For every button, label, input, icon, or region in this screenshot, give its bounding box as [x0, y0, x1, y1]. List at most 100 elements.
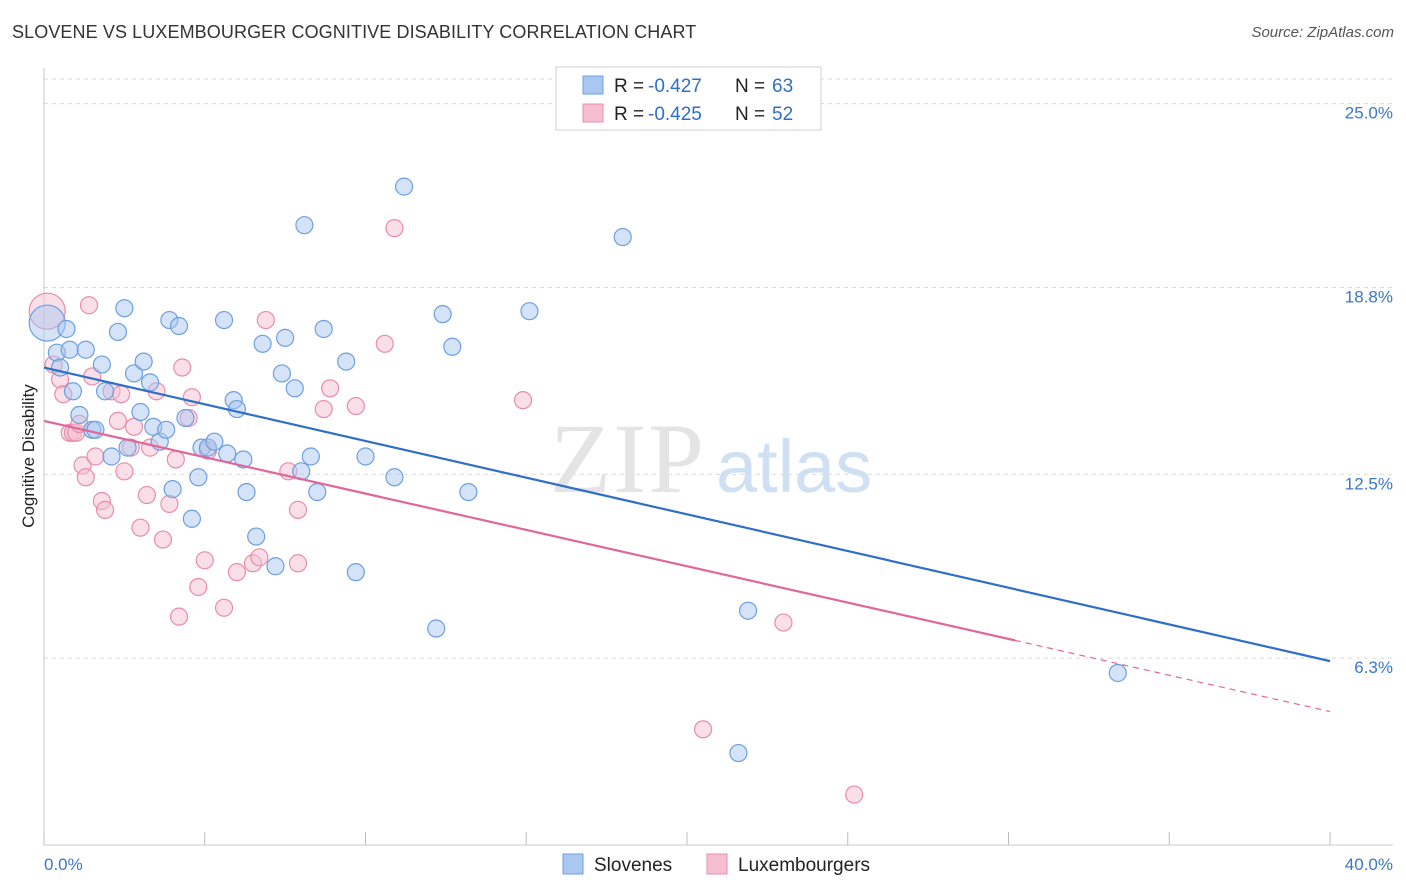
- y-axis-label: Cognitive Disability: [19, 384, 38, 528]
- point-luxembourgers[interactable]: [115, 462, 134, 481]
- point-luxembourgers[interactable]: [321, 379, 340, 398]
- y-tick-label: 25.0%: [1345, 104, 1393, 123]
- point-slovenes[interactable]: [253, 334, 272, 353]
- point-slovenes[interactable]: [108, 322, 128, 342]
- point-slovenes[interactable]: [86, 420, 105, 439]
- point-luxembourgers[interactable]: [693, 720, 713, 739]
- point-slovenes[interactable]: [60, 340, 79, 359]
- point-slovenes[interactable]: [385, 468, 404, 487]
- point-slovenes[interactable]: [520, 302, 539, 321]
- point-slovenes[interactable]: [76, 340, 95, 359]
- point-slovenes[interactable]: [247, 527, 266, 546]
- point-luxembourgers[interactable]: [79, 296, 99, 315]
- point-slovenes[interactable]: [237, 482, 256, 502]
- point-luxembourgers[interactable]: [112, 385, 131, 404]
- point-slovenes[interactable]: [157, 420, 176, 439]
- trend-lines: [43, 366, 1331, 713]
- point-luxembourgers[interactable]: [288, 554, 308, 573]
- point-luxembourgers[interactable]: [256, 310, 275, 330]
- point-luxembourgers[interactable]: [314, 399, 333, 419]
- point-slovenes[interactable]: [124, 364, 144, 383]
- series-legend-label-luxembourgers[interactable]: Luxembourgers: [738, 855, 870, 876]
- point-luxembourgers[interactable]: [513, 391, 533, 410]
- point-luxembourgers[interactable]: [153, 530, 173, 549]
- point-luxembourgers[interactable]: [346, 396, 365, 416]
- point-slovenes[interactable]: [427, 619, 446, 638]
- point-slovenes[interactable]: [169, 316, 189, 336]
- series-legend-label-slovenes[interactable]: Slovenes: [594, 855, 672, 876]
- point-slovenes[interactable]: [92, 355, 111, 374]
- y-axis-tick-labels: 6.3% 12.5% 18.8% 25.0%: [1345, 104, 1393, 678]
- point-slovenes[interactable]: [57, 319, 76, 339]
- point-slovenes[interactable]: [314, 319, 333, 339]
- point-luxembourgers[interactable]: [845, 785, 864, 804]
- point-slovenes[interactable]: [433, 305, 452, 324]
- point-luxembourgers[interactable]: [250, 548, 269, 567]
- point-luxembourgers[interactable]: [288, 500, 308, 519]
- point-slovenes[interactable]: [295, 216, 314, 235]
- point-luxembourgers[interactable]: [137, 485, 156, 505]
- point-luxembourgers[interactable]: [108, 411, 128, 431]
- point-luxembourgers[interactable]: [227, 563, 246, 582]
- point-slovenes[interactable]: [266, 557, 285, 576]
- stats-legend-r-value-luxembourgers: -0.425: [648, 104, 702, 125]
- point-slovenes[interactable]: [70, 405, 89, 425]
- point-slovenes[interactable]: [63, 382, 83, 401]
- point-slovenes[interactable]: [1108, 663, 1127, 683]
- point-luxembourgers[interactable]: [86, 447, 105, 466]
- point-slovenes[interactable]: [613, 227, 632, 247]
- point-slovenes[interactable]: [337, 352, 356, 371]
- point-slovenes[interactable]: [214, 310, 234, 330]
- point-slovenes[interactable]: [189, 468, 208, 487]
- point-slovenes[interactable]: [356, 447, 375, 466]
- stats-legend-r-label: R =: [614, 76, 644, 97]
- point-slovenes[interactable]: [729, 743, 748, 763]
- stats-legend-n-value-luxembourgers: 52: [772, 104, 793, 125]
- point-slovenes[interactable]: [738, 601, 758, 620]
- point-slovenes[interactable]: [346, 563, 365, 582]
- point-luxembourgers[interactable]: [76, 468, 95, 487]
- stats-legend-n-label-2: N =: [735, 104, 765, 125]
- point-luxembourgers[interactable]: [189, 577, 208, 597]
- point-slovenes[interactable]: [308, 482, 327, 502]
- point-slovenes[interactable]: [276, 328, 295, 347]
- point-luxembourgers[interactable]: [173, 358, 192, 377]
- point-luxembourgers[interactable]: [166, 450, 185, 469]
- point-slovenes[interactable]: [182, 509, 201, 528]
- point-luxembourgers[interactable]: [214, 598, 234, 617]
- point-slovenes[interactable]: [131, 402, 150, 422]
- point-slovenes[interactable]: [218, 444, 237, 463]
- chart-title: SLOVENE VS LUXEMBOURGER COGNITIVE DISABI…: [12, 22, 697, 42]
- y-tick-label: 6.3%: [1354, 658, 1393, 677]
- x-tick-label-max: 40.0%: [1345, 855, 1393, 874]
- point-slovenes[interactable]: [443, 337, 462, 356]
- stats-legend-n-label: N =: [735, 76, 765, 97]
- point-luxembourgers[interactable]: [375, 334, 394, 353]
- point-luxembourgers[interactable]: [160, 494, 179, 514]
- series-legend-swatch-luxembourgers[interactable]: [706, 853, 728, 875]
- point-slovenes[interactable]: [102, 447, 121, 466]
- point-luxembourgers[interactable]: [385, 219, 404, 238]
- point-slovenes[interactable]: [227, 399, 246, 419]
- point-luxembourgers[interactable]: [131, 518, 150, 537]
- point-slovenes[interactable]: [134, 352, 153, 371]
- point-slovenes[interactable]: [95, 382, 115, 401]
- point-slovenes[interactable]: [176, 408, 195, 428]
- point-slovenes[interactable]: [301, 447, 320, 466]
- point-slovenes[interactable]: [285, 379, 304, 398]
- point-luxembourgers[interactable]: [195, 551, 214, 570]
- point-slovenes[interactable]: [234, 450, 253, 469]
- stats-legend-swatch-luxembourgers: [582, 103, 604, 123]
- point-slovenes[interactable]: [140, 373, 160, 392]
- point-slovenes[interactable]: [272, 364, 292, 383]
- point-slovenes[interactable]: [163, 480, 182, 499]
- point-slovenes[interactable]: [115, 299, 134, 318]
- point-slovenes[interactable]: [459, 482, 478, 502]
- point-luxembourgers[interactable]: [95, 500, 115, 519]
- point-slovenes[interactable]: [394, 177, 414, 196]
- gridlines: [44, 78, 1393, 659]
- point-slovenes[interactable]: [205, 432, 224, 451]
- point-luxembourgers[interactable]: [169, 607, 189, 626]
- series-legend-swatch-slovenes[interactable]: [562, 853, 584, 875]
- point-luxembourgers[interactable]: [774, 613, 793, 632]
